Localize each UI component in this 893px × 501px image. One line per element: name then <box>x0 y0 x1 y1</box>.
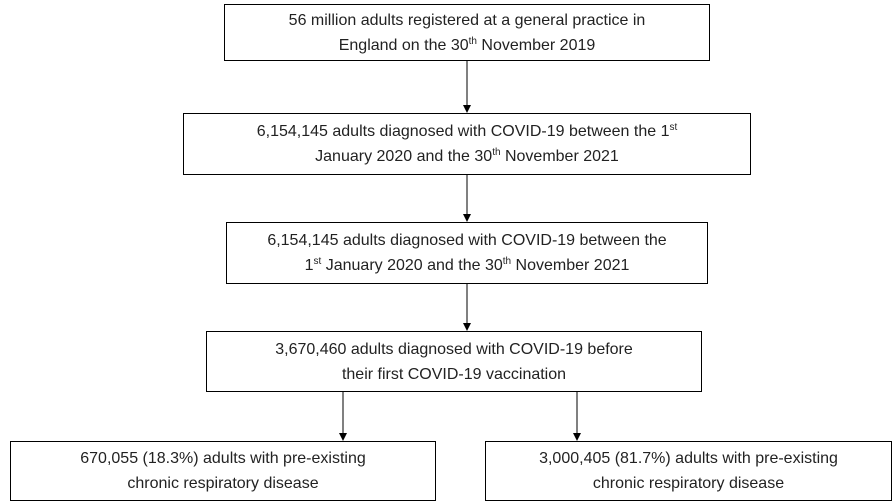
text-line: 6,154,145 adults diagnosed with COVID-19… <box>257 119 678 144</box>
text-line: 3,000,405 (81.7%) adults with pre-existi… <box>539 446 838 471</box>
text: January 2020 and the 30 <box>321 257 503 274</box>
text-line: 6,154,145 adults diagnosed with COVID-19… <box>267 228 666 253</box>
text: 3,000,405 (81.7%) adults with pre-existi… <box>539 450 838 467</box>
text-line: their first COVID-19 vaccination <box>342 362 566 387</box>
text-line: January 2020 and the 30th November 2021 <box>315 144 619 169</box>
text: 6,154,145 adults diagnosed with COVID-19… <box>267 232 667 249</box>
text: January 2020 and the 30 <box>315 148 493 165</box>
flow-box: 3,670,460 adults diagnosed with COVID-19… <box>206 331 702 392</box>
text: their first COVID-19 vaccination <box>341 365 567 383</box>
text: 670,055 (18.3%) adults with pre-existing <box>80 450 366 467</box>
text-line: England on the 30th November 2019 <box>339 33 596 58</box>
text: November 2021 <box>500 148 619 165</box>
text: chronic respiratory disease <box>592 475 785 492</box>
text-line: 56 million adults registered at a genera… <box>289 8 646 33</box>
text: England on the 30 <box>338 36 469 54</box>
superscript: th <box>502 256 512 267</box>
text: November 2021 <box>511 257 630 274</box>
flow-box: 6,154,145 adults diagnosed with COVID-19… <box>226 222 708 284</box>
superscript: st <box>313 256 322 267</box>
text: 1 <box>304 257 314 274</box>
text: 3,670,460 adults diagnosed with COVID-19… <box>275 340 633 358</box>
text: 6,154,145 adults diagnosed with COVID-19… <box>256 123 670 140</box>
flow-box: 56 million adults registered at a genera… <box>224 4 710 61</box>
text-line: 1st January 2020 and the 30th November 2… <box>305 253 630 278</box>
flow-box: 670,055 (18.3%) adults with pre-existing… <box>10 441 436 501</box>
text-line: 670,055 (18.3%) adults with pre-existing <box>80 446 366 471</box>
text: 56 million adults registered at a genera… <box>288 11 646 29</box>
text: November 2019 <box>476 36 596 54</box>
superscript: th <box>468 35 477 47</box>
flow-box: 3,000,405 (81.7%) adults with pre-existi… <box>485 441 892 501</box>
text-line: chronic respiratory disease <box>127 471 318 496</box>
text-line: chronic respiratory disease <box>593 471 784 496</box>
flow-box: 6,154,145 adults diagnosed with COVID-19… <box>183 113 751 175</box>
text: chronic respiratory disease <box>127 475 319 492</box>
superscript: th <box>492 147 501 158</box>
text-line: 3,670,460 adults diagnosed with COVID-19… <box>275 337 633 362</box>
superscript: st <box>669 122 678 133</box>
